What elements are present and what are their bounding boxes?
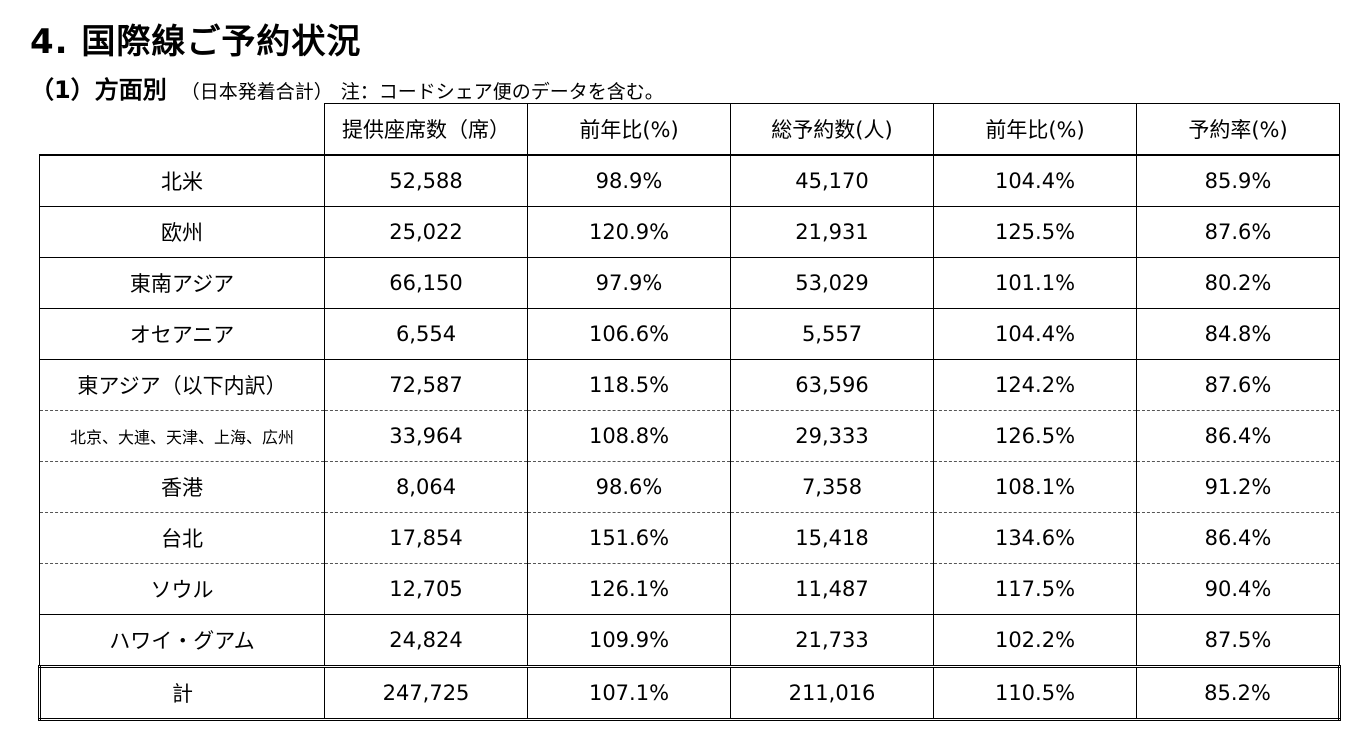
cell-bookings-yoy: 102.2%	[933, 614, 1137, 667]
cell-seats-yoy: 109.9%	[527, 614, 731, 667]
cell-bookings-yoy: 101.1%	[933, 257, 1137, 309]
header-seats: 提供座席数（席）	[324, 103, 528, 156]
cell-seats-yoy: 98.9%	[527, 154, 731, 207]
total-seats: 247,725	[324, 665, 528, 721]
header-seats-yoy: 前年比(%)	[527, 103, 731, 156]
cell-bookings: 11,487	[730, 563, 934, 615]
cell-seats: 8,064	[324, 461, 528, 513]
cell-seats-yoy: 126.1%	[527, 563, 731, 615]
table-row: 東アジア（以下内訳） 72,587 118.5% 63,596 124.2% 8…	[39, 359, 1340, 411]
row-label: 香港	[39, 461, 325, 513]
cell-bookings: 63,596	[730, 359, 934, 411]
page-title: 4. 国際線ご予約状況	[30, 22, 362, 62]
cell-seats: 24,824	[324, 614, 528, 667]
total-bookings: 211,016	[730, 665, 934, 721]
cell-bookings-yoy: 124.2%	[933, 359, 1137, 411]
header-bookings-yoy: 前年比(%)	[933, 103, 1137, 156]
table-row: ハワイ・グアム 24,824 109.9% 21,733 102.2% 87.5…	[39, 614, 1340, 667]
total-bookings-yoy: 110.5%	[933, 665, 1137, 721]
row-label: 台北	[39, 512, 325, 564]
cell-seats-yoy: 118.5%	[527, 359, 731, 411]
cell-seats: 6,554	[324, 308, 528, 360]
cell-seats-yoy: 151.6%	[527, 512, 731, 564]
cell-bookings: 21,733	[730, 614, 934, 667]
cell-load-factor: 87.6%	[1136, 206, 1340, 258]
cell-bookings: 7,358	[730, 461, 934, 513]
cell-load-factor: 86.4%	[1136, 512, 1340, 564]
row-label: 北米	[39, 154, 325, 207]
cell-bookings: 29,333	[730, 410, 934, 462]
cell-load-factor: 90.4%	[1136, 563, 1340, 615]
table-row: 北米 52,588 98.9% 45,170 104.4% 85.9%	[39, 154, 1340, 207]
header-load-factor: 予約率(%)	[1136, 103, 1340, 156]
total-seats-yoy: 107.1%	[527, 665, 731, 721]
total-row: 計 247,725 107.1% 211,016 110.5% 85.2%	[38, 665, 1341, 721]
table-row: オセアニア 6,554 106.6% 5,557 104.4% 84.8%	[39, 308, 1340, 360]
header-row: 提供座席数（席） 前年比(%) 総予約数(人) 前年比(%) 予約率(%)	[39, 103, 1340, 156]
cell-load-factor: 87.5%	[1136, 614, 1340, 667]
table-row: 欧州 25,022 120.9% 21,931 125.5% 87.6%	[39, 206, 1340, 258]
row-label: 東アジア（以下内訳）	[39, 359, 325, 411]
table-row: 台北 17,854 151.6% 15,418 134.6% 86.4%	[39, 512, 1340, 564]
cell-seats-yoy: 98.6%	[527, 461, 731, 513]
section-subtitle: （1）方面別 （日本発着合計） 注：コードシェア便のデータを含む。	[30, 70, 664, 105]
cell-bookings: 5,557	[730, 308, 934, 360]
cell-seats-yoy: 120.9%	[527, 206, 731, 258]
cell-seats-yoy: 97.9%	[527, 257, 731, 309]
subtitle-main: （1）方面別	[30, 76, 167, 104]
cell-load-factor: 85.9%	[1136, 154, 1340, 207]
header-corner	[39, 103, 325, 156]
table-row: ソウル 12,705 126.1% 11,487 117.5% 90.4%	[39, 563, 1340, 615]
cell-seats: 66,150	[324, 257, 528, 309]
cell-load-factor: 87.6%	[1136, 359, 1340, 411]
cell-seats-yoy: 106.6%	[527, 308, 731, 360]
cell-load-factor: 80.2%	[1136, 257, 1340, 309]
cell-seats: 33,964	[324, 410, 528, 462]
cell-seats: 52,588	[324, 154, 528, 207]
cell-bookings-yoy: 117.5%	[933, 563, 1137, 615]
cell-bookings-yoy: 125.5%	[933, 206, 1137, 258]
cell-bookings: 21,931	[730, 206, 934, 258]
cell-load-factor: 91.2%	[1136, 461, 1340, 513]
cell-bookings: 45,170	[730, 154, 934, 207]
cell-load-factor: 86.4%	[1136, 410, 1340, 462]
cell-bookings-yoy: 104.4%	[933, 308, 1137, 360]
subtitle-note: 注：コードシェア便のデータを含む。	[340, 81, 664, 103]
cell-seats: 72,587	[324, 359, 528, 411]
cell-bookings: 53,029	[730, 257, 934, 309]
cell-bookings-yoy: 126.5%	[933, 410, 1137, 462]
row-label: 欧州	[39, 206, 325, 258]
cell-load-factor: 84.8%	[1136, 308, 1340, 360]
table-row: 北京、大連、天津、上海、広州 33,964 108.8% 29,333 126.…	[39, 410, 1340, 462]
table-row: 東南アジア 66,150 97.9% 53,029 101.1% 80.2%	[39, 257, 1340, 309]
total-load-factor: 85.2%	[1136, 665, 1341, 721]
row-label: 東南アジア	[39, 257, 325, 309]
row-label: ソウル	[39, 563, 325, 615]
booking-table: 提供座席数（席） 前年比(%) 総予約数(人) 前年比(%) 予約率(%) 北米…	[38, 103, 1341, 721]
cell-bookings-yoy: 108.1%	[933, 461, 1137, 513]
cell-bookings-yoy: 134.6%	[933, 512, 1137, 564]
row-label: 北京、大連、天津、上海、広州	[39, 410, 325, 462]
cell-bookings-yoy: 104.4%	[933, 154, 1137, 207]
header-bookings: 総予約数(人)	[730, 103, 934, 156]
cell-seats: 17,854	[324, 512, 528, 564]
cell-seats-yoy: 108.8%	[527, 410, 731, 462]
cell-seats: 12,705	[324, 563, 528, 615]
row-label: オセアニア	[39, 308, 325, 360]
subtitle-paren: （日本発着合計）	[180, 81, 333, 103]
cell-bookings: 15,418	[730, 512, 934, 564]
row-label: ハワイ・グアム	[39, 614, 325, 667]
table-row: 香港 8,064 98.6% 7,358 108.1% 91.2%	[39, 461, 1340, 513]
total-label: 計	[38, 665, 325, 721]
cell-seats: 25,022	[324, 206, 528, 258]
